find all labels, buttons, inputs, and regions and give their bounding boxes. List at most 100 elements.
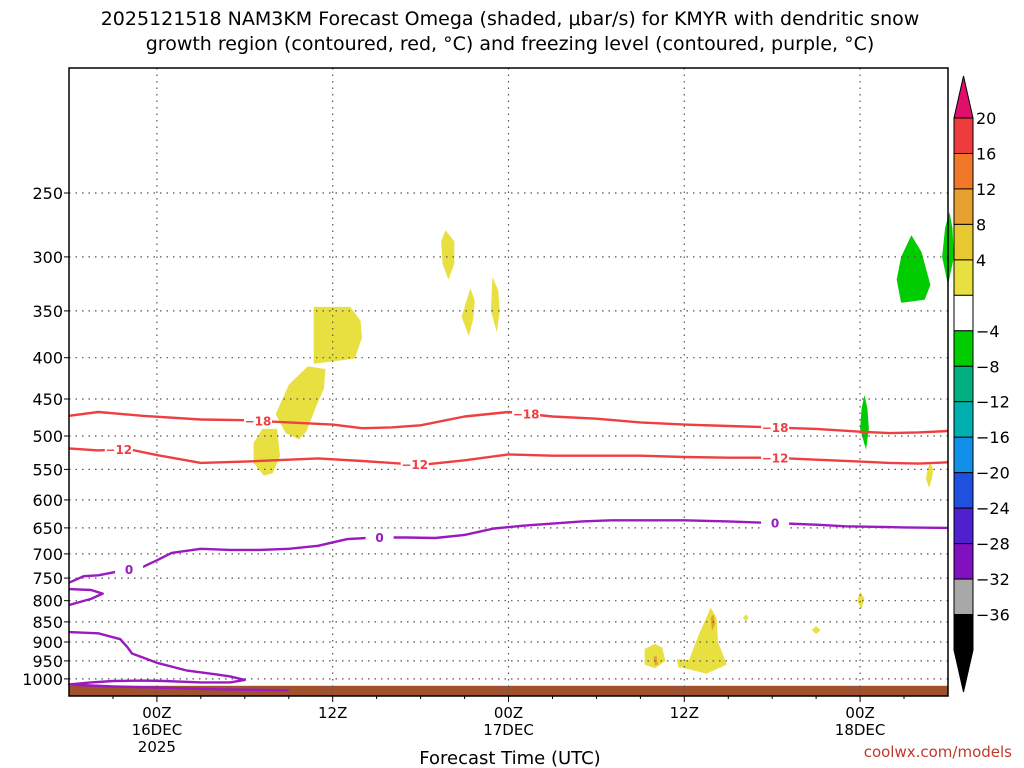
colorbar-label-1: 16	[976, 145, 996, 164]
contour-label-bg-0a-1	[365, 530, 394, 545]
colorbar-label-9: −16	[976, 428, 1010, 447]
contour-label-0a-1: 0	[375, 531, 383, 545]
colorbar-segment-4	[953, 259, 974, 296]
colorbar-segment-13	[953, 578, 974, 616]
x-tick-label-2-0: 00Z	[494, 704, 523, 722]
x-tick-label-3-0: 12Z	[670, 704, 699, 722]
colorbar-label-2: 12	[976, 180, 996, 199]
contour-label-bg--12-2	[761, 450, 790, 465]
omega-region-16	[644, 643, 666, 669]
x-tick-label-0-0: 00Z	[142, 704, 171, 722]
colorbar-segment-5	[953, 294, 974, 332]
colorbar-segment-11	[953, 507, 974, 545]
x-tick-label-1-0: 12Z	[318, 704, 347, 722]
omega-region-5	[253, 428, 280, 476]
contour-label-bg--12-1	[400, 457, 429, 472]
colorbar-segment-10	[953, 472, 974, 509]
temperature-contours: −18 −18 −18 −12 −12 −12 0 0 0	[67, 406, 949, 692]
contour-label--12-1: −12	[401, 458, 428, 472]
colorbar-segment-0	[953, 117, 974, 154]
y-tick-label-850: 850	[32, 613, 63, 632]
colorbar-label-13: −32	[976, 570, 1010, 589]
y-tick-label-950: 950	[32, 652, 63, 671]
grid-lines	[69, 68, 948, 696]
colorbar-label-7: −8	[976, 357, 1000, 376]
omega-colorbar: 20 16 12 8 4 −4 −8 −12 −16 −20 −24 −28 −32 −36	[953, 75, 1010, 693]
omega-region-2	[490, 277, 500, 333]
omega-region-4	[275, 366, 326, 440]
colorbar-segment-3	[953, 223, 974, 261]
colorbar-label-6: −4	[976, 322, 1000, 341]
colorbar-label-10: −20	[976, 464, 1010, 483]
x-tick-label-0-2: 2025	[138, 738, 176, 756]
credit-text: coolwx.com/models	[864, 743, 1012, 761]
y-tick-label-250: 250	[32, 184, 63, 203]
colorbar-segment-9	[953, 436, 974, 474]
contour-line--18	[68, 410, 949, 435]
y-tick-label-300: 300	[32, 248, 63, 267]
x-tick-label-4-0: 00Z	[845, 704, 874, 722]
colorbar-label-8: −12	[976, 393, 1010, 412]
y-tick-label-750: 750	[32, 569, 63, 588]
colorbar-segment-14	[953, 614, 974, 651]
colorbar-segment-12	[953, 543, 974, 580]
y-tick-label-500: 500	[32, 427, 63, 446]
y-tick-label-550: 550	[32, 460, 63, 479]
y-tick-label-400: 400	[32, 349, 63, 368]
contour-label-bg-0a-2	[761, 516, 790, 531]
ground-surface	[69, 685, 948, 696]
x-tick-label-4-1: 18DEC	[835, 721, 886, 739]
y-tick-label-650: 650	[32, 519, 63, 538]
colorbar-segment-1	[953, 153, 974, 190]
x-tick-label-0-1: 16DEC	[132, 721, 183, 739]
contour-label-bg-0a-0	[115, 562, 144, 577]
contour-label--18-1: −18	[513, 407, 540, 421]
colorbar-segment-7	[953, 365, 974, 403]
contour-line--12	[68, 447, 949, 467]
contour-label--18-2: −18	[762, 421, 789, 435]
chart-title-line2: growth region (contoured, red, °C) and f…	[146, 33, 875, 55]
y-tick-label-1000: 1000	[22, 670, 63, 689]
contour-label-bg--18-0	[244, 413, 272, 428]
contour-label-bg--18-2	[761, 420, 790, 435]
x-axis-label: Forecast Time (UTC)	[419, 748, 600, 768]
pressure-axis: 2503003504004505005506006507007508008509…	[22, 184, 69, 689]
omega-region-10	[857, 591, 865, 610]
y-tick-label-450: 450	[32, 390, 63, 409]
contour-line-0b	[68, 587, 104, 607]
contour-label-bg--18-1	[512, 406, 541, 421]
contour-label--12-0: −12	[105, 443, 132, 457]
y-tick-label-600: 600	[32, 491, 63, 510]
y-tick-label-900: 900	[32, 633, 63, 652]
x-tick-label-2-1: 17DEC	[483, 721, 534, 739]
colorbar-segment-8	[953, 401, 974, 438]
omega-region-3	[313, 306, 362, 364]
colorbar-bottom-arrow	[953, 649, 974, 693]
y-tick-label-700: 700	[32, 545, 63, 564]
contour-label-bg--12-0	[104, 442, 133, 457]
colorbar-top-arrow	[953, 75, 974, 119]
y-tick-label-800: 800	[32, 592, 63, 611]
omega-region-0	[441, 230, 455, 280]
colorbar-segment-6	[953, 330, 974, 367]
ground-strip	[69, 685, 948, 696]
omega-region-12	[742, 614, 749, 622]
colorbar-label-12: −28	[976, 535, 1010, 554]
contour-label--12-2: −12	[762, 451, 789, 465]
contour-label--18-0: −18	[245, 414, 272, 428]
contour-label-0a-2: 0	[771, 517, 779, 531]
colorbar-label-14: −36	[976, 606, 1010, 625]
omega-region-6	[896, 235, 931, 303]
omega-region-11	[811, 626, 821, 635]
contour-label-0a-0: 0	[125, 563, 133, 577]
contour-line-0c	[67, 630, 289, 692]
omega-region-14	[684, 607, 727, 674]
y-tick-label-350: 350	[32, 302, 63, 321]
omega-region-17	[653, 655, 658, 666]
omega-region-1	[461, 288, 475, 337]
colorbar-segment-2	[953, 188, 974, 225]
omega-region-18	[710, 614, 716, 631]
colorbar-label-4: 4	[976, 251, 986, 270]
